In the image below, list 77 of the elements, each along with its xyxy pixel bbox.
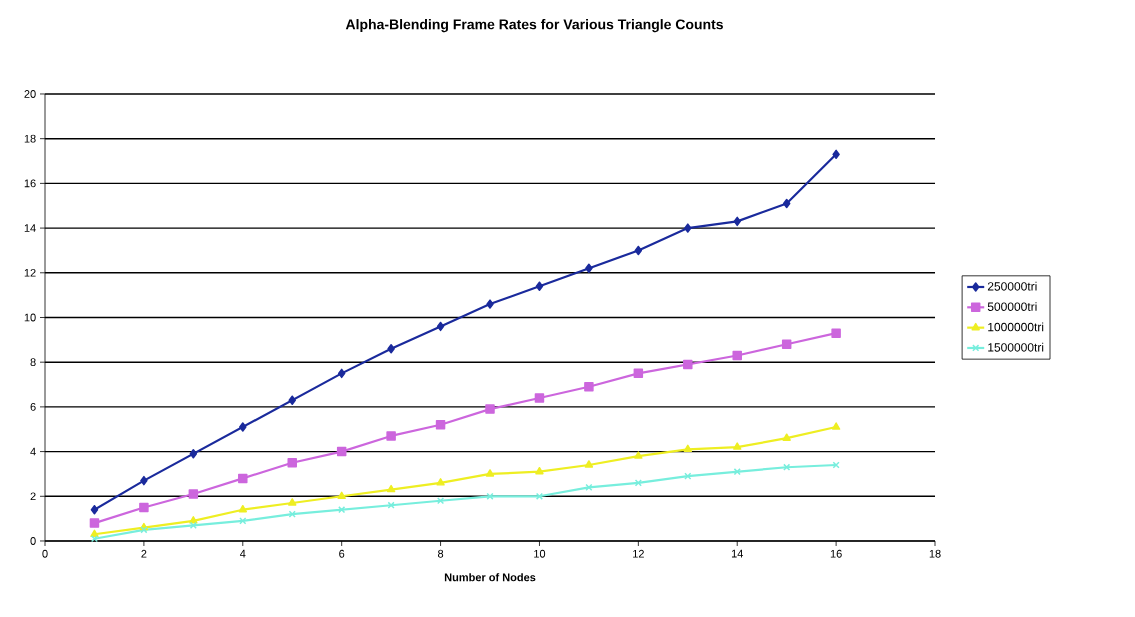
point [90, 529, 99, 538]
point [288, 395, 296, 405]
point [89, 518, 100, 528]
point [486, 299, 494, 309]
point [386, 484, 396, 493]
point [239, 422, 247, 432]
point [238, 473, 248, 484]
point [535, 466, 544, 475]
x-axis-title: Number of Nodes [444, 573, 536, 582]
y-tick-label: 8 [30, 358, 36, 367]
x-tick-label: 0 [42, 549, 48, 558]
x-tick-label: 8 [437, 549, 444, 558]
point [634, 451, 643, 459]
point [634, 245, 643, 256]
point [831, 328, 841, 338]
point [584, 382, 594, 392]
x-tick-label: 16 [830, 549, 842, 558]
y-tick-label: 12 [24, 268, 36, 277]
legend-label: 1000000tri [988, 322, 1044, 332]
y-tick-label: 18 [24, 134, 36, 143]
x-tick-label: 10 [534, 549, 546, 558]
point [140, 475, 148, 486]
point [189, 449, 198, 459]
point [633, 368, 644, 379]
point [337, 491, 346, 500]
point [534, 393, 545, 403]
point [287, 458, 297, 468]
y-tick-label: 6 [30, 402, 36, 411]
point [683, 359, 693, 370]
point [684, 223, 692, 233]
point [436, 478, 445, 486]
point [535, 281, 544, 291]
point [238, 504, 247, 513]
point [584, 460, 594, 468]
point [139, 502, 149, 513]
point [831, 422, 841, 430]
point [436, 321, 445, 332]
legend-label: 250000tri [987, 281, 1037, 291]
point [337, 368, 346, 379]
x-tick-label: 12 [633, 549, 644, 558]
x-tick-label: 6 [339, 549, 345, 558]
legend-label: 1500000tri [988, 342, 1044, 352]
point [386, 431, 396, 441]
y-tick-label: 4 [30, 447, 36, 456]
y-tick-label: 2 [30, 492, 36, 501]
point [90, 504, 99, 515]
x-tick-label: 14 [731, 549, 744, 558]
chart-title: Alpha-Blending Frame Rates for Various Triangle Counts [345, 19, 723, 33]
point [485, 404, 495, 414]
y-tick-label: 16 [24, 179, 36, 188]
point [732, 350, 742, 361]
point [832, 149, 840, 160]
legend-label: 500000tri [987, 302, 1037, 311]
point [733, 216, 741, 227]
point [435, 420, 446, 430]
point [338, 506, 346, 514]
point [188, 489, 199, 499]
point [336, 446, 347, 457]
y-tick-label: 20 [24, 90, 36, 98]
point [684, 472, 692, 480]
point [485, 469, 495, 477]
point [782, 433, 791, 441]
y-tick-label: 0 [30, 537, 36, 545]
point [387, 344, 395, 354]
point [189, 516, 198, 524]
point [782, 198, 791, 209]
x-tick-label: 4 [239, 549, 246, 558]
point [683, 444, 692, 453]
y-tick-label: 14 [24, 224, 36, 232]
x-tick-label: 2 [141, 549, 147, 558]
point [585, 263, 593, 274]
y-tick-label: 10 [24, 313, 36, 322]
x-tick-label: 18 [929, 549, 941, 558]
point [733, 442, 742, 450]
point [288, 498, 297, 506]
point [781, 339, 792, 350]
point [189, 521, 197, 529]
